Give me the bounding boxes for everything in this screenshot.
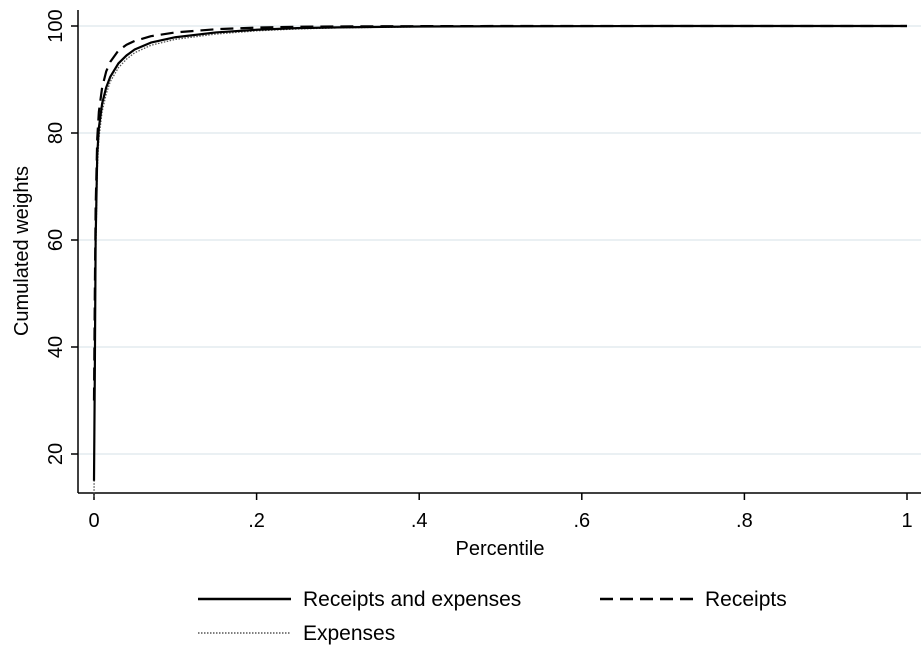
x-tick-label: .4 (411, 510, 428, 532)
y-tick-label: 80 (45, 122, 67, 144)
x-tick-label: .8 (736, 510, 753, 532)
y-axis-title: Cumulated weights (11, 166, 33, 336)
x-tick-label: .2 (248, 510, 265, 532)
legend: Receipts and expenses Receipts Expenses (198, 588, 787, 645)
y-tick-label: 100 (45, 9, 67, 42)
x-axis-title: Percentile (456, 538, 545, 560)
y-axis-ticks: 20 40 60 80 100 (45, 9, 78, 465)
series-lines (92, 24, 907, 497)
x-axis-ticks: 0 .2 .4 .6 .8 1 (88, 493, 913, 532)
series-line-receipts (92, 24, 907, 401)
gridlines (79, 25, 921, 455)
x-tick-label: 0 (88, 510, 99, 532)
x-tick-label: .6 (573, 510, 590, 532)
legend-label-receipts: Receipts (705, 588, 787, 611)
legend-label-receipts-and-expenses: Receipts and expenses (303, 588, 521, 611)
y-tick-label: 40 (45, 336, 67, 358)
x-tick-label: 1 (901, 510, 912, 532)
y-tick-label: 60 (45, 229, 67, 251)
legend-label-expenses: Expenses (303, 622, 395, 645)
y-tick-label: 20 (45, 443, 67, 465)
